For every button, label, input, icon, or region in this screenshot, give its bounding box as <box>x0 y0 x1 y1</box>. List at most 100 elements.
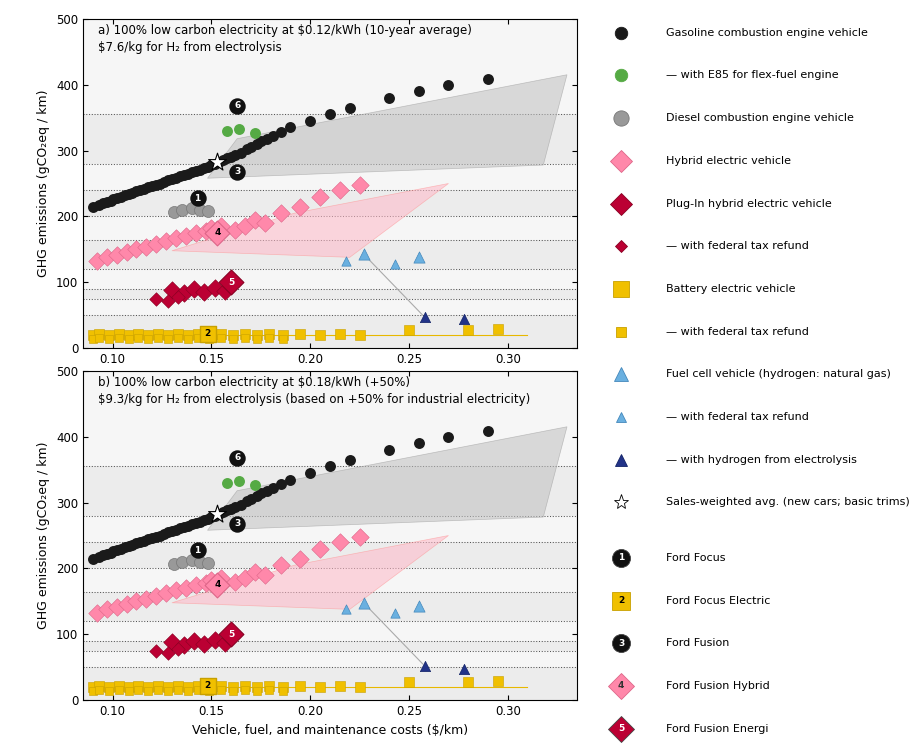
Text: — with E85 for flex-fuel engine: — with E85 for flex-fuel engine <box>666 70 839 80</box>
Point <box>197 285 211 297</box>
Point <box>102 685 116 697</box>
Point <box>249 329 264 341</box>
Point <box>161 527 175 539</box>
Point <box>190 332 205 344</box>
Point <box>121 681 136 693</box>
Point <box>145 181 160 192</box>
Text: Hybrid electric vehicle: Hybrid electric vehicle <box>666 156 791 166</box>
Point <box>109 544 124 556</box>
Point <box>230 452 245 464</box>
Point <box>214 328 229 340</box>
Point <box>129 595 144 607</box>
Point <box>86 333 101 345</box>
Point <box>402 324 416 336</box>
Point <box>202 333 217 345</box>
Point <box>226 681 241 693</box>
Point <box>214 680 229 692</box>
Point <box>180 168 195 180</box>
Point <box>339 604 354 616</box>
Point <box>90 607 104 619</box>
Point <box>178 230 193 242</box>
Point <box>258 217 272 229</box>
Point <box>133 184 148 196</box>
Point <box>91 684 106 696</box>
Point <box>131 680 146 692</box>
Point <box>210 579 225 591</box>
Point <box>356 597 371 609</box>
Text: Diesel combustion engine vehicle: Diesel combustion engine vehicle <box>666 113 855 123</box>
Point <box>412 600 426 612</box>
Point <box>342 454 357 466</box>
Text: 1: 1 <box>618 554 624 562</box>
Point <box>197 163 211 175</box>
Point <box>192 556 207 568</box>
Point <box>461 676 475 688</box>
Text: 3: 3 <box>234 519 240 528</box>
Point <box>149 590 163 602</box>
Text: 4: 4 <box>214 580 221 589</box>
Point <box>230 100 245 112</box>
Point <box>220 477 234 489</box>
Text: Ford Focus Electric: Ford Focus Electric <box>666 595 771 606</box>
Point <box>121 685 136 697</box>
Point <box>226 333 241 345</box>
Point <box>232 123 246 135</box>
Text: — with federal tax refund: — with federal tax refund <box>666 241 809 251</box>
Point <box>226 329 241 341</box>
Text: 4: 4 <box>618 682 624 691</box>
Point <box>171 332 186 344</box>
Point <box>169 524 184 536</box>
Point <box>223 503 238 515</box>
Point <box>157 176 172 188</box>
Point <box>208 634 222 646</box>
Point <box>353 531 367 543</box>
Point <box>164 637 179 649</box>
Point <box>190 684 205 696</box>
Point <box>265 130 280 142</box>
Point <box>322 109 337 121</box>
Point <box>254 488 269 500</box>
Point <box>188 517 203 529</box>
Point <box>261 684 276 696</box>
Text: 1: 1 <box>195 545 201 554</box>
Bar <box>83 164 577 190</box>
Point <box>210 227 225 239</box>
Point <box>273 126 288 138</box>
Point <box>161 681 175 693</box>
Point <box>129 538 144 550</box>
Point <box>161 329 175 341</box>
X-axis label: Vehicle, fuel, and maintenance costs ($/km): Vehicle, fuel, and maintenance costs ($/… <box>192 372 468 385</box>
Bar <box>83 269 577 289</box>
Point <box>171 291 186 303</box>
Point <box>185 518 199 530</box>
X-axis label: Vehicle, fuel, and maintenance costs ($/km): Vehicle, fuel, and maintenance costs ($/… <box>192 724 468 737</box>
Point <box>200 680 215 692</box>
Point <box>197 637 211 649</box>
Point <box>259 133 274 145</box>
Point <box>164 525 179 537</box>
Point <box>117 189 132 201</box>
Point <box>254 136 269 148</box>
Point <box>223 628 238 640</box>
Point <box>185 554 199 566</box>
Point <box>169 584 184 596</box>
Point <box>247 213 262 225</box>
Point <box>171 643 186 655</box>
Point <box>249 490 264 502</box>
Point <box>412 437 426 449</box>
Y-axis label: GHG emissions (gCO₂eq / km): GHG emissions (gCO₂eq / km) <box>38 90 51 277</box>
Text: 5: 5 <box>228 278 234 287</box>
Bar <box>83 216 577 240</box>
Point <box>261 332 276 344</box>
Point <box>237 680 252 692</box>
Point <box>313 543 328 555</box>
Point <box>258 569 272 581</box>
Point <box>86 329 101 341</box>
Point <box>86 553 101 565</box>
Point <box>249 685 264 697</box>
Point <box>121 540 136 552</box>
Point <box>131 684 146 696</box>
Point <box>114 543 128 555</box>
Point <box>293 553 307 565</box>
Point <box>234 499 248 511</box>
